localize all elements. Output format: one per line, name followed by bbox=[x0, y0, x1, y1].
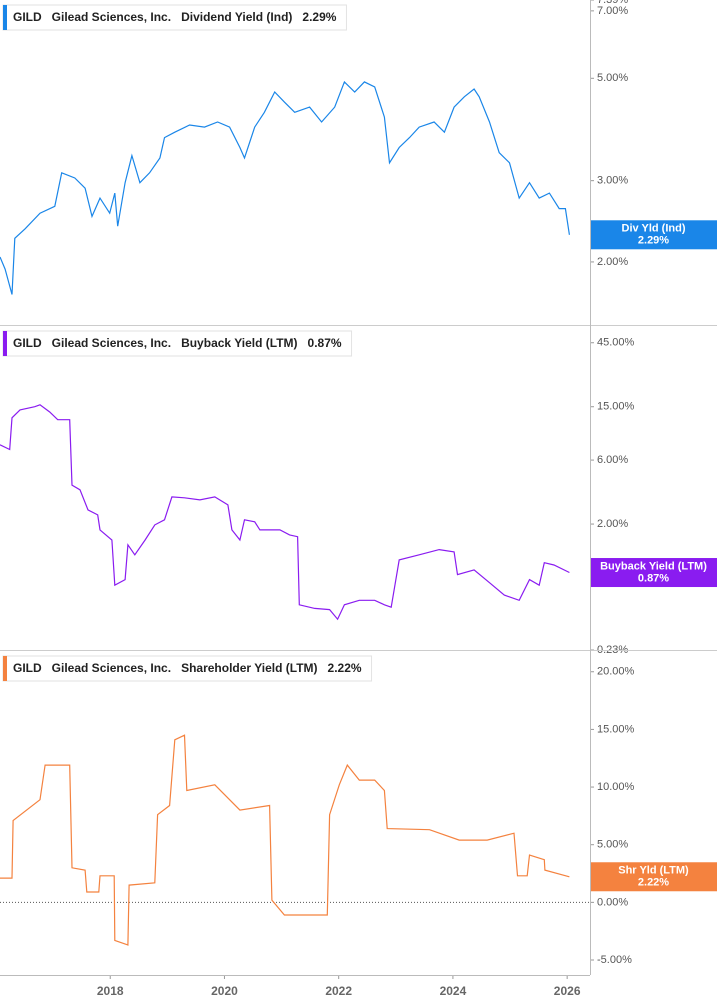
y-tick-label: 10.00% bbox=[597, 781, 635, 793]
y-tick-label: 2.00% bbox=[597, 256, 628, 268]
badge-value: 2.29% bbox=[638, 235, 669, 247]
y-tick-label: 15.00% bbox=[597, 723, 635, 735]
x-tick-label: 2018 bbox=[97, 984, 124, 998]
x-tick-label: 2024 bbox=[440, 984, 467, 998]
header-accent bbox=[3, 5, 7, 30]
y-tick-label: 6.00% bbox=[597, 454, 628, 466]
x-tick-label: 2026 bbox=[554, 984, 581, 998]
company-name: Gilead Sciences, Inc. bbox=[52, 336, 171, 350]
ticker: GILD bbox=[13, 661, 42, 675]
y-tick-label: -5.00% bbox=[597, 954, 632, 966]
badge-label: Div Yld (Ind) bbox=[622, 223, 686, 235]
current-value: 2.22% bbox=[328, 661, 362, 675]
current-value: 0.87% bbox=[308, 336, 342, 350]
series-line bbox=[0, 404, 570, 621]
value-badge bbox=[590, 220, 717, 250]
y-tick-label: 5.00% bbox=[597, 72, 628, 84]
company-name: Gilead Sciences, Inc. bbox=[52, 10, 171, 24]
series-name: Dividend Yield (Ind) bbox=[181, 10, 292, 24]
y-tick-label: 2.00% bbox=[597, 518, 628, 530]
y-tick-label: 5.00% bbox=[597, 839, 628, 851]
header-accent bbox=[3, 331, 7, 356]
header-box bbox=[2, 330, 353, 357]
y-tick-label: 0.00% bbox=[597, 896, 628, 908]
series-line bbox=[0, 734, 570, 946]
badge-value: 2.22% bbox=[638, 877, 669, 889]
series-name: Buyback Yield (LTM) bbox=[181, 336, 297, 350]
company-name: Gilead Sciences, Inc. bbox=[52, 661, 171, 675]
y-tick-label: 15.00% bbox=[597, 401, 635, 413]
ticker: GILD bbox=[13, 10, 42, 24]
y-tick-label: 7.39% bbox=[597, 0, 628, 6]
y-tick-label: 0.23% bbox=[597, 644, 628, 656]
series-name: Shareholder Yield (LTM) bbox=[181, 661, 317, 675]
header-box bbox=[2, 655, 373, 682]
series-line bbox=[0, 80, 570, 295]
header-accent bbox=[3, 656, 7, 681]
badge-value: 0.87% bbox=[638, 572, 669, 584]
badge-label: Shr Yld (LTM) bbox=[618, 865, 689, 877]
value-badge bbox=[590, 862, 717, 892]
value-badge bbox=[590, 558, 717, 588]
y-tick-label: 3.00% bbox=[597, 175, 628, 187]
ticker: GILD bbox=[13, 336, 42, 350]
y-tick-label: 20.00% bbox=[597, 666, 635, 678]
x-tick-label: 2022 bbox=[325, 984, 352, 998]
y-tick-label: 45.00% bbox=[597, 337, 635, 349]
x-tick-label: 2020 bbox=[211, 984, 238, 998]
y-tick-label: 7.00% bbox=[597, 5, 628, 17]
current-value: 2.29% bbox=[302, 10, 336, 24]
badge-label: Buyback Yield (LTM) bbox=[600, 560, 707, 572]
